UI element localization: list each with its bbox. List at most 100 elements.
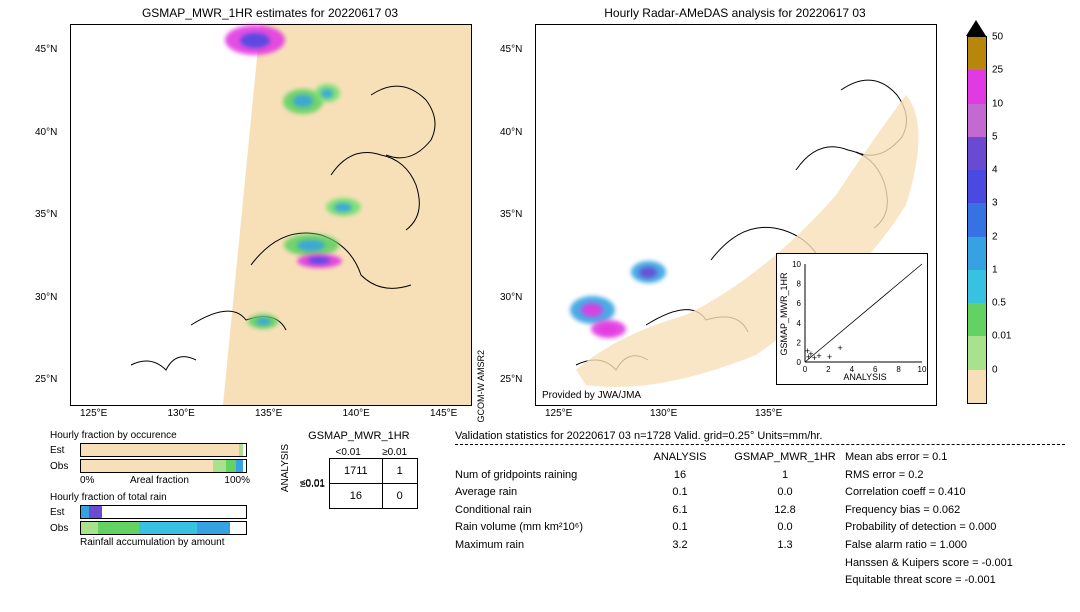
- colorbar-seg: [968, 137, 986, 170]
- stat-right-row: Equitable threat score = -0.001: [845, 572, 1065, 590]
- svg-text:0: 0: [797, 358, 802, 367]
- cont-cell-11: 0: [382, 483, 417, 508]
- xtick: 125°E: [80, 408, 107, 419]
- bar-seg: [81, 444, 239, 456]
- bar-seg: [243, 444, 246, 456]
- bar-seg: [102, 506, 246, 518]
- occ-axis-m: Areal fraction: [130, 475, 189, 486]
- occurrence-panel: Hourly fraction by occurence EstObs 0% A…: [50, 430, 250, 548]
- stat-val-a: 0.1: [635, 484, 725, 502]
- bar-row: Obs: [50, 459, 250, 473]
- coastline-left: [71, 25, 471, 405]
- svg-text:6: 6: [797, 299, 802, 308]
- colorbar-seg: [968, 303, 986, 336]
- bar-seg: [81, 506, 89, 518]
- ytick: 30°N: [35, 292, 57, 303]
- bar-seg: [89, 506, 102, 518]
- cont-cell-01: 1: [382, 458, 417, 483]
- rain-blob-core: [599, 325, 617, 334]
- colorbar-seg: [968, 270, 986, 303]
- xtick: 130°E: [650, 408, 677, 419]
- svg-text:+: +: [827, 352, 832, 362]
- bar-label: Obs: [50, 523, 80, 534]
- right-map-title: Hourly Radar-AMeDAS analysis for 2022061…: [535, 6, 935, 20]
- colorbar-tick: 0.5: [992, 298, 1006, 309]
- stat-name: Maximum rain: [455, 537, 635, 555]
- colorbar-overflow: [966, 20, 986, 36]
- stats-right: Mean abs error = 0.1RMS error = 0.2Corre…: [845, 449, 1065, 590]
- bar-seg: [197, 522, 230, 534]
- stat-right-row: Hanssen & Kuipers score = -0.001: [845, 555, 1065, 573]
- occ-axis-l: 0%: [80, 475, 94, 486]
- ytick: 25°N: [35, 374, 57, 385]
- xtick: 135°E: [755, 408, 782, 419]
- stat-val-a: 6.1: [635, 502, 725, 520]
- colorbar-tick: 2: [992, 231, 998, 242]
- bar-row: Est: [50, 505, 250, 519]
- svg-text:8: 8: [797, 280, 802, 289]
- stat-right-row: Mean abs error = 0.1: [845, 449, 1065, 467]
- svg-text:4: 4: [797, 319, 802, 328]
- xtick: 140°E: [343, 408, 370, 419]
- svg-text:+: +: [805, 346, 810, 356]
- rain-blob-core: [256, 318, 271, 326]
- stat-name: Num of gridpoints raining: [455, 467, 635, 485]
- contingency-table: 1711 1 16 0: [329, 458, 418, 509]
- stat-right-row: False alarm ratio = 1.000: [845, 537, 1065, 555]
- svg-text:+: +: [816, 351, 821, 361]
- ytick: 30°N: [500, 292, 522, 303]
- stat-val-b: 0.0: [725, 519, 845, 537]
- colorbar-tick: 0.01: [992, 331, 1011, 342]
- rain-blob-core: [639, 267, 657, 278]
- stats-colhdr-0: ANALYSIS: [635, 449, 725, 467]
- bar-seg: [81, 522, 98, 534]
- colorbar-tick: 3: [992, 198, 998, 209]
- colorbar-tick: 10: [992, 98, 1003, 109]
- svg-text:10: 10: [792, 260, 801, 269]
- colorbar-tick: 0: [992, 364, 998, 375]
- ytick: 35°N: [500, 209, 522, 220]
- colorbar: 502510543210.50.010: [967, 36, 987, 404]
- stat-right-row: Correlation coeff = 0.410: [845, 484, 1065, 502]
- occ-axis-r: 100%: [224, 475, 250, 486]
- bar-label: Obs: [50, 461, 80, 472]
- stat-val-a: 0.1: [635, 519, 725, 537]
- bar-seg: [139, 522, 197, 534]
- stat-val-b: 12.8: [725, 502, 845, 520]
- stat-val-b: 0.0: [725, 484, 845, 502]
- bar-seg: [98, 522, 139, 534]
- bar: [80, 521, 247, 535]
- stat-name: Rain volume (mm km²10⁶): [455, 519, 635, 537]
- cont-row1: ≥0.01: [295, 479, 329, 490]
- colorbar-tick: 50: [992, 32, 1003, 43]
- colorbar-tick: 1: [992, 264, 998, 275]
- stat-name: Conditional rain: [455, 502, 635, 520]
- cont-cell-00: 1711: [330, 458, 383, 483]
- cont-col1: ≥0.01: [371, 447, 417, 458]
- cont-cell-10: 16: [330, 483, 383, 508]
- svg-text:10: 10: [918, 365, 927, 374]
- stat-right-row: RMS error = 0.2: [845, 467, 1065, 485]
- stat-val-a: 16: [635, 467, 725, 485]
- stat-val-b: 1: [725, 467, 845, 485]
- cont-sidelabel: ANALYSIS: [280, 444, 291, 492]
- colorbar-seg: [968, 70, 986, 103]
- ytick: 45°N: [500, 44, 522, 55]
- contingency-panel: GSMAP_MWR_1HR ANALYSIS <0.01 ≥0.01 <0.01…: [280, 430, 418, 492]
- stats-dashline: [455, 444, 1065, 445]
- colorbar-seg: [968, 170, 986, 203]
- xtick: 145°E: [430, 408, 457, 419]
- colorbar-seg: [968, 203, 986, 236]
- rain-blob-core: [297, 240, 325, 251]
- ytick: 40°N: [500, 127, 522, 138]
- svg-text:0: 0: [803, 365, 808, 374]
- colorbar-tick: 4: [992, 165, 998, 176]
- colorbar-seg: [968, 336, 986, 369]
- bar-row: Est: [50, 443, 250, 457]
- xtick: 130°E: [168, 408, 195, 419]
- rain-blob-core: [321, 89, 334, 98]
- colorbar-tick: 25: [992, 65, 1003, 76]
- left-map-panel: [70, 24, 472, 406]
- stat-right-row: Probability of detection = 0.000: [845, 519, 1065, 537]
- bar-seg: [243, 460, 246, 472]
